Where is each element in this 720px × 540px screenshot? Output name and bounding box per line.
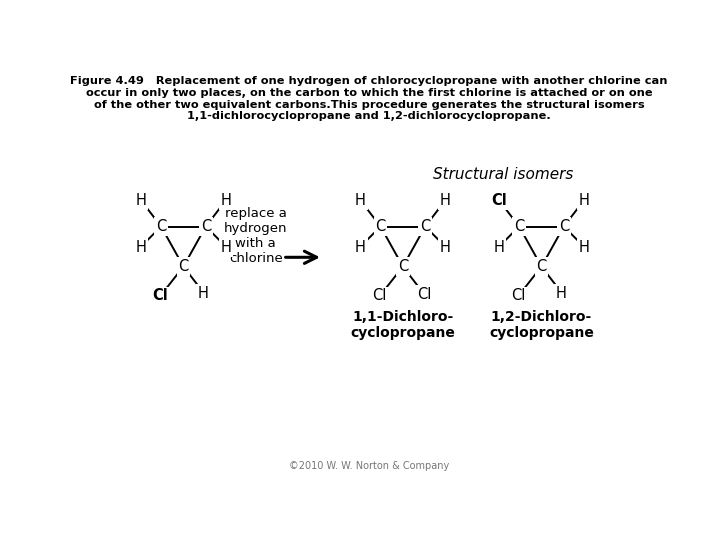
Text: C: C — [179, 259, 189, 274]
Text: 1,1-Dichloro-
cyclopropane: 1,1-Dichloro- cyclopropane — [351, 309, 455, 340]
Text: H: H — [556, 286, 567, 301]
Text: H: H — [440, 193, 451, 208]
Text: C: C — [156, 219, 166, 234]
Text: C: C — [201, 219, 211, 234]
Text: H: H — [440, 240, 451, 255]
Text: H: H — [135, 193, 146, 208]
Text: Cl: Cl — [511, 288, 526, 303]
Text: ©2010 W. W. Norton & Company: ©2010 W. W. Norton & Company — [289, 461, 449, 471]
Text: Cl: Cl — [372, 288, 387, 303]
Text: C: C — [420, 219, 431, 234]
Text: C: C — [536, 259, 546, 274]
Text: H: H — [198, 286, 209, 301]
Text: C: C — [375, 219, 386, 234]
Text: Cl: Cl — [153, 288, 168, 303]
Text: H: H — [355, 193, 366, 208]
Text: H: H — [578, 193, 589, 208]
Text: C: C — [397, 259, 408, 274]
Text: Cl: Cl — [418, 287, 431, 302]
Text: 1,2-Dichloro-
cyclopropane: 1,2-Dichloro- cyclopropane — [489, 309, 594, 340]
Text: Cl: Cl — [491, 193, 507, 208]
Text: H: H — [355, 240, 366, 255]
Text: H: H — [494, 240, 505, 255]
Text: H: H — [220, 193, 231, 208]
Text: C: C — [559, 219, 569, 234]
Text: H: H — [135, 240, 146, 255]
Text: C: C — [514, 219, 524, 234]
Text: Structural isomers: Structural isomers — [433, 167, 573, 181]
Text: H: H — [220, 240, 231, 255]
Text: H: H — [578, 240, 589, 255]
Text: replace a
hydrogen
with a
chlorine: replace a hydrogen with a chlorine — [224, 207, 287, 265]
Text: Figure 4.49   Replacement of one hydrogen of chlorocyclopropane with another chl: Figure 4.49 Replacement of one hydrogen … — [71, 76, 667, 121]
